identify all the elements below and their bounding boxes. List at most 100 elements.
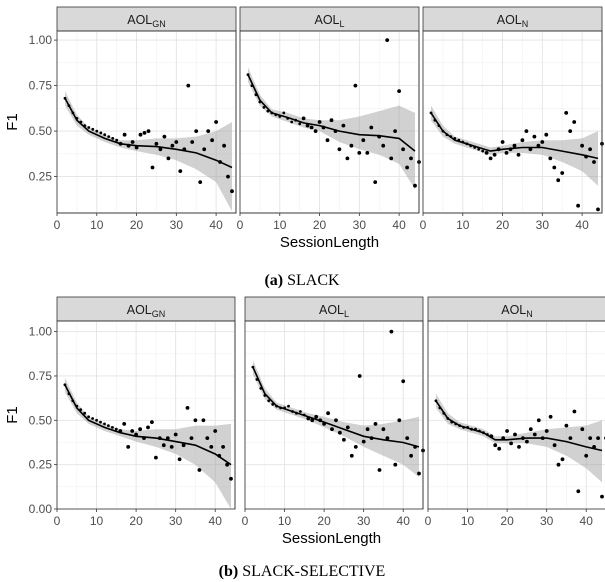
data-point	[91, 417, 94, 420]
data-point	[95, 129, 99, 133]
data-point	[385, 38, 390, 42]
data-point	[201, 418, 206, 423]
data-point	[146, 425, 150, 430]
x-tick-label: 30	[170, 218, 184, 232]
data-point	[111, 426, 114, 429]
data-point	[154, 455, 158, 460]
data-point	[229, 476, 233, 481]
panel-border	[427, 320, 605, 510]
data-point	[349, 143, 354, 148]
x-tick-label: 20	[313, 218, 327, 232]
x-tick-label: 20	[317, 514, 331, 528]
data-point	[158, 147, 163, 152]
data-point	[198, 180, 203, 185]
y-axis-title: F1	[4, 113, 21, 131]
facet-title: AOLGN	[127, 13, 166, 29]
data-point	[142, 131, 147, 135]
data-point	[588, 147, 592, 152]
data-point	[481, 149, 485, 153]
data-point	[205, 436, 210, 440]
data-point	[314, 414, 319, 419]
facet-title: AOLN	[497, 13, 529, 29]
y-tick-label: 1.00	[29, 325, 53, 339]
data-point	[397, 89, 401, 93]
data-point	[520, 138, 525, 143]
data-point	[596, 436, 600, 440]
data-point	[592, 160, 596, 164]
data-point	[115, 138, 119, 142]
data-point	[162, 134, 167, 139]
data-point	[210, 138, 215, 143]
x-tick-label: 10	[461, 514, 475, 528]
data-point	[568, 129, 573, 134]
facet-title: AOLN	[501, 303, 533, 319]
data-point	[361, 439, 366, 444]
data-point	[202, 147, 207, 152]
x-tick-label: 40	[392, 218, 406, 232]
y-axis-title: F1	[4, 406, 21, 424]
data-point	[95, 418, 98, 422]
chart-0: AOLGN 0 10 20 30 40 0.25 0.50 0.75 1.00 AOLL 0 10 20 3…	[4, 6, 604, 289]
data-point	[325, 138, 330, 143]
data-point	[357, 374, 362, 378]
data-point	[497, 446, 502, 451]
data-point	[548, 156, 553, 161]
x-tick-label: 40	[580, 514, 594, 528]
data-point	[544, 132, 549, 137]
data-point	[564, 423, 569, 428]
data-point	[381, 143, 386, 148]
data-point	[130, 429, 135, 433]
data-point	[299, 410, 302, 413]
facet-strip	[56, 6, 237, 32]
data-point	[154, 141, 159, 146]
data-point	[186, 83, 191, 88]
data-point	[413, 183, 417, 188]
data-point	[107, 424, 110, 427]
x-axis-title: SessionLength	[282, 530, 381, 547]
data-point	[91, 127, 95, 131]
data-point	[206, 129, 211, 134]
panel-background	[244, 320, 424, 510]
data-point	[213, 429, 218, 433]
data-point	[197, 468, 202, 472]
data-point	[341, 123, 346, 128]
x-tick-label: 20	[500, 514, 514, 528]
data-point	[165, 436, 170, 440]
data-point	[166, 156, 171, 161]
data-point	[301, 116, 306, 121]
data-point	[596, 207, 600, 212]
data-point	[369, 125, 374, 130]
y-tick-label: 0.50	[29, 413, 53, 427]
x-tick-label: 0	[54, 218, 61, 232]
smooth-trend-line	[64, 384, 232, 466]
data-point	[353, 445, 358, 449]
data-point	[548, 414, 553, 419]
data-point	[572, 120, 577, 124]
facet-strip	[239, 6, 420, 32]
data-point	[313, 129, 318, 134]
data-point	[178, 169, 183, 174]
data-point	[345, 425, 350, 430]
data-point	[560, 171, 565, 175]
smooth-trend-line	[64, 97, 233, 169]
data-point	[282, 111, 286, 115]
data-point	[226, 174, 230, 179]
data-point	[536, 143, 541, 148]
data-point	[357, 151, 362, 155]
data-point	[193, 418, 198, 423]
data-point	[524, 129, 529, 134]
x-tick-label: 40	[209, 218, 223, 232]
data-point	[580, 427, 585, 432]
data-point	[103, 133, 107, 137]
y-tick-label: 0.75	[29, 79, 53, 93]
data-point	[111, 137, 115, 140]
data-point	[373, 180, 378, 185]
x-tick-label: 30	[357, 514, 371, 528]
data-point	[169, 445, 174, 449]
data-point	[504, 151, 509, 155]
x-tick-label: 20	[129, 514, 143, 528]
data-point	[584, 453, 589, 458]
data-point	[536, 418, 541, 423]
chart-1: AOLGN 0 10 20 30 40 0.00 0.25 0.50 0.75 1.00 AOLL 0 1…	[4, 296, 605, 580]
data-point	[513, 432, 517, 437]
